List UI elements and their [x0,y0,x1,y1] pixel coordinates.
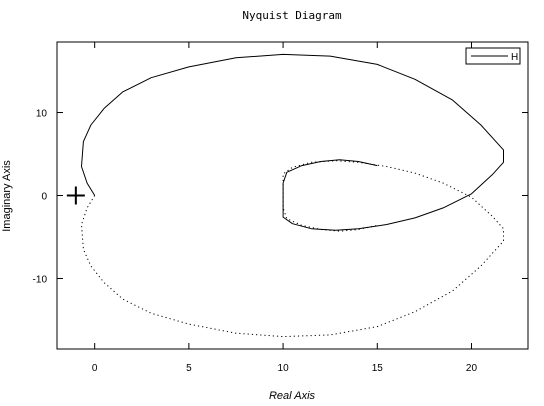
y-tick-label: 0 [41,192,47,203]
legend: H [465,47,521,65]
legend-label: H [511,52,518,63]
y-axis-label: Imaginary Axis [1,160,13,232]
x-tick-label: 5 [186,363,192,374]
plot-frame [56,41,529,350]
x-tick-label: 20 [466,363,478,374]
x-tick-label: 0 [92,363,98,374]
y-tick-label: -10 [33,274,48,285]
x-axis-label: Real Axis [269,390,316,402]
axis-ticks: 0 5 10 15 20 -10 0 10 [33,42,528,374]
critical-point-marker [66,186,85,205]
y-tick-label: 10 [36,109,48,120]
series-line-mirror [81,160,504,338]
x-tick-label: 10 [278,363,290,374]
chart-title: Nyquist Diagram [242,9,342,22]
x-tick-label: 15 [372,363,384,374]
plot-lines [81,53,504,338]
series-line [81,53,504,231]
